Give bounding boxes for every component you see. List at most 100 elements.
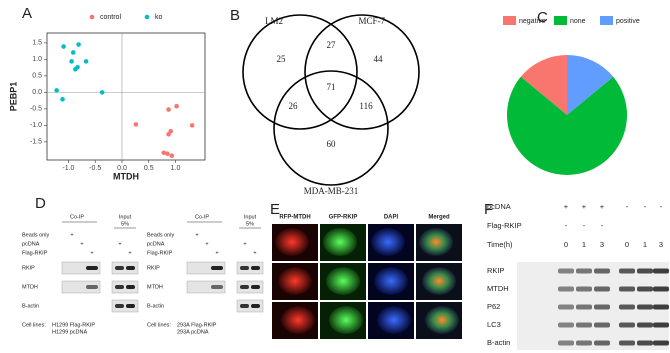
blot-strip — [111, 280, 139, 294]
band — [115, 266, 124, 270]
column-title: RFP-MTDH — [279, 215, 310, 221]
mark: + — [564, 202, 569, 211]
legend-label: none — [570, 18, 586, 25]
set-label: MCF-7 — [358, 16, 385, 26]
blot-strip — [186, 280, 226, 294]
band — [619, 268, 635, 274]
sign: + — [90, 250, 93, 256]
cell-line: H1299 Flag-RKIP — [52, 322, 95, 328]
y-axis-title: PEBP1 — [8, 82, 18, 112]
cell — [329, 306, 363, 334]
y-tick-label: 1.5 — [32, 40, 42, 47]
header: 5% — [121, 221, 129, 227]
band — [86, 266, 98, 270]
column-title: DAPI — [384, 215, 399, 221]
cell — [374, 267, 408, 295]
cell-line: 293A Flag-RKIP — [177, 322, 217, 328]
mark: + — [582, 202, 587, 211]
panel-label: C — [537, 9, 548, 26]
point — [169, 153, 175, 159]
point — [166, 107, 171, 112]
sign: + — [205, 241, 208, 247]
header: Co-IP — [195, 214, 209, 220]
mark: - — [583, 221, 586, 230]
band — [558, 322, 574, 328]
band-label: LC3 — [487, 320, 501, 329]
cell-line: 293A pcDNA — [177, 329, 209, 335]
point — [133, 122, 139, 127]
row-label: pcDNA — [147, 241, 165, 247]
sign: + — [243, 241, 246, 247]
x-tick-label: -1.0 — [62, 165, 74, 172]
band — [86, 285, 98, 289]
band — [653, 268, 669, 274]
point — [174, 103, 179, 109]
blot-strip — [111, 299, 139, 313]
legend-swatch — [144, 14, 150, 20]
band — [653, 322, 669, 328]
cell — [425, 306, 459, 334]
mark: - — [644, 202, 647, 211]
blot-strip — [111, 261, 139, 275]
band — [240, 285, 249, 289]
region-count: 25 — [277, 54, 287, 64]
point — [69, 59, 74, 64]
mark: - — [626, 202, 629, 211]
header: Input — [119, 214, 132, 220]
point — [61, 44, 66, 49]
y-tick-label: 0.0 — [32, 89, 42, 96]
mark: + — [600, 202, 605, 211]
point — [161, 150, 167, 156]
x-tick-label: 0.5 — [144, 165, 154, 172]
row-label: pcDNA — [487, 202, 511, 211]
band — [637, 304, 653, 310]
cell — [377, 306, 411, 334]
mark: 1 — [582, 240, 586, 249]
band — [251, 285, 260, 289]
band — [126, 285, 135, 289]
band — [576, 286, 592, 292]
mark: - — [565, 221, 568, 230]
row-label: Flag-RKIP — [22, 250, 48, 256]
x-axis-title: MTDH — [113, 171, 139, 181]
band — [126, 304, 135, 308]
y-tick-label: -1.5 — [30, 139, 42, 146]
band — [576, 304, 592, 310]
band — [653, 340, 669, 346]
column-title: Merged — [428, 215, 450, 221]
band — [240, 266, 249, 270]
legend-label: control — [100, 14, 121, 21]
blot-strip — [236, 261, 264, 275]
mark: 1 — [643, 240, 647, 249]
y-tick-label: 1.0 — [32, 56, 42, 63]
band — [211, 266, 223, 270]
band — [637, 286, 653, 292]
band — [619, 340, 635, 346]
band — [653, 304, 669, 310]
point — [189, 123, 195, 128]
band-label: RKIP — [147, 265, 160, 271]
region-count: 44 — [374, 54, 384, 64]
band-label: P62 — [487, 302, 500, 311]
mark: 3 — [600, 240, 604, 249]
point — [166, 131, 171, 137]
point — [60, 97, 65, 102]
band — [576, 268, 592, 274]
band — [558, 268, 574, 274]
band — [558, 286, 574, 292]
band — [251, 266, 260, 270]
point — [165, 151, 170, 157]
region-count: 60 — [327, 139, 337, 149]
legend-label: ko — [155, 14, 163, 21]
x-tick-label: 1.0 — [171, 165, 181, 172]
band-label: MTDH — [487, 284, 509, 293]
sign: + — [70, 232, 73, 238]
panel-label: E — [270, 201, 280, 218]
venn-set — [304, 14, 420, 130]
sign: + — [253, 250, 256, 256]
legend-label: negative — [519, 18, 546, 25]
band — [126, 266, 135, 270]
band-label: B-actin — [147, 303, 164, 309]
cell — [278, 267, 312, 295]
